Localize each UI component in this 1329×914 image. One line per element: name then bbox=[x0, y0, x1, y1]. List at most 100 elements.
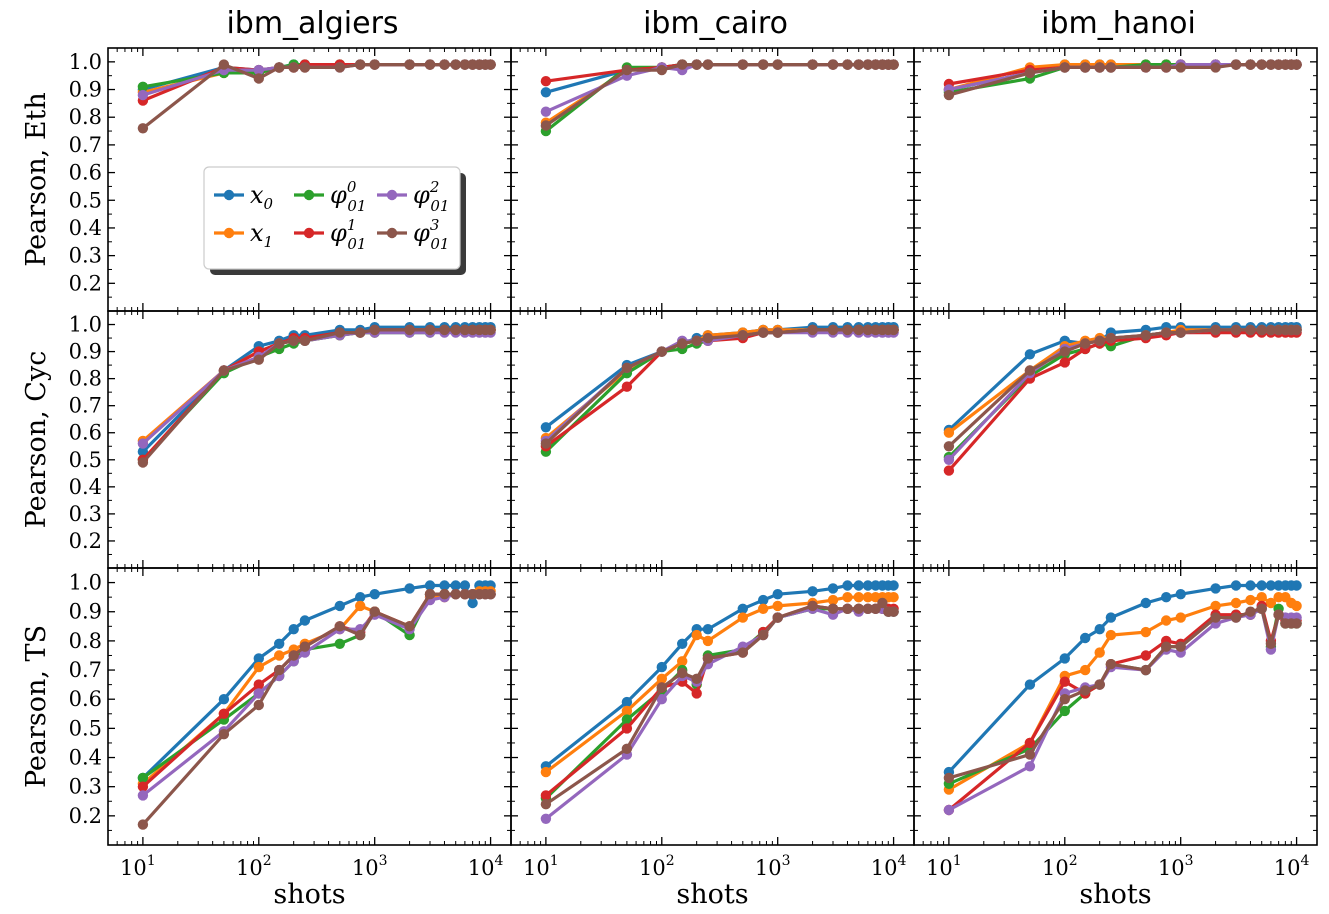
data-point bbox=[737, 647, 748, 658]
axis-ticks bbox=[107, 567, 511, 845]
data-point bbox=[691, 629, 702, 641]
data-point bbox=[758, 59, 769, 70]
legend-swatch-marker bbox=[386, 227, 398, 239]
data-point bbox=[853, 603, 864, 614]
series-group bbox=[540, 322, 899, 457]
data-point bbox=[656, 682, 667, 693]
y-tick-label: 0.2 bbox=[69, 271, 102, 295]
data-point bbox=[450, 580, 461, 591]
data-point bbox=[485, 589, 496, 600]
series-line-phi2 bbox=[142, 62, 491, 97]
data-point bbox=[827, 59, 839, 70]
data-point bbox=[1059, 357, 1071, 368]
x-tick-label: 103 bbox=[755, 853, 791, 880]
data-point bbox=[677, 656, 688, 667]
series-phi3 bbox=[137, 589, 496, 830]
data-point bbox=[862, 592, 874, 603]
series-line-x1 bbox=[141, 328, 491, 443]
data-point bbox=[842, 603, 853, 614]
data-point bbox=[1105, 659, 1117, 670]
data-point bbox=[877, 597, 888, 609]
panel-ts-ibm-hanoi: 101 102 103 104 bbox=[913, 567, 1318, 880]
panel-grid: 0.20.30.40.50.60.70.80.91.00.20.30.40.50… bbox=[69, 47, 1318, 880]
series-line-phi3 bbox=[948, 62, 1297, 97]
series-line-phi1 bbox=[142, 62, 491, 103]
series-group bbox=[540, 580, 899, 824]
data-point bbox=[1175, 641, 1186, 652]
y-tick-label: 0.9 bbox=[69, 340, 102, 364]
series-phi3 bbox=[137, 59, 496, 134]
data-point bbox=[1024, 365, 1036, 376]
legend-swatch-marker bbox=[303, 227, 315, 239]
data-point bbox=[1080, 62, 1091, 73]
data-point bbox=[253, 354, 264, 365]
x-tick-exp: 3 bbox=[1185, 853, 1194, 869]
y-tick-label: 0.8 bbox=[69, 629, 102, 653]
data-point bbox=[621, 705, 633, 717]
panel-cyc-ibm-algiers: 0.2 0.3 0.4 0.5 0.6 0.7 0.8 0.9 1.0 bbox=[69, 310, 512, 569]
panel-frame bbox=[510, 47, 915, 312]
legend-label-sub: 0 bbox=[264, 195, 274, 213]
legend-label: φ3 01 bbox=[413, 216, 449, 253]
x-tick-label: 104 bbox=[871, 853, 907, 880]
data-point bbox=[253, 661, 264, 673]
data-point bbox=[1059, 705, 1071, 717]
data-point bbox=[369, 606, 380, 617]
series-line-phi1 bbox=[141, 592, 491, 788]
data-point bbox=[137, 781, 149, 792]
legend-entry-x1: x1 bbox=[214, 219, 273, 251]
data-point bbox=[862, 580, 874, 591]
series-group bbox=[943, 59, 1302, 101]
data-point bbox=[943, 454, 955, 465]
data-point bbox=[1059, 676, 1071, 687]
data-point bbox=[1210, 324, 1221, 336]
x-tick-label: 102 bbox=[236, 853, 272, 880]
data-point bbox=[1291, 618, 1302, 629]
data-point bbox=[369, 324, 380, 336]
x-tick-label: 104 bbox=[468, 853, 504, 880]
legend-label-base: φ bbox=[330, 181, 347, 209]
data-point bbox=[621, 696, 633, 708]
data-point bbox=[862, 603, 874, 614]
data-point bbox=[1161, 592, 1172, 603]
series-line-x0 bbox=[141, 325, 491, 453]
data-point bbox=[334, 62, 345, 73]
series-line-x1 bbox=[544, 328, 894, 440]
data-point bbox=[334, 621, 345, 632]
y-tick-label: 0.6 bbox=[69, 421, 102, 445]
data-point bbox=[218, 694, 230, 705]
data-point bbox=[334, 638, 345, 649]
series-phi0 bbox=[540, 59, 899, 137]
data-point bbox=[467, 597, 478, 609]
data-point bbox=[702, 653, 714, 664]
x-tick-exp: 1 bbox=[147, 853, 156, 869]
data-point bbox=[299, 615, 311, 626]
data-point bbox=[137, 790, 149, 801]
x-tick-exp: 2 bbox=[263, 853, 272, 869]
x-tick-base: 10 bbox=[236, 856, 263, 880]
panel-frame bbox=[913, 567, 1318, 846]
x-tick-base: 10 bbox=[926, 856, 953, 880]
data-point bbox=[424, 324, 436, 336]
data-point bbox=[1140, 650, 1152, 661]
data-point bbox=[540, 87, 552, 98]
data-point bbox=[218, 729, 230, 740]
legend-label-base: φ bbox=[413, 219, 430, 247]
series-line-x0 bbox=[544, 325, 894, 429]
series-x0 bbox=[943, 580, 1302, 778]
data-point bbox=[1210, 600, 1221, 612]
y-tick-label: 1.0 bbox=[69, 571, 102, 595]
data-point bbox=[274, 338, 285, 349]
series-x1 bbox=[540, 592, 899, 778]
y-tick-label: 0.3 bbox=[69, 244, 102, 268]
data-point bbox=[621, 743, 633, 754]
data-point bbox=[540, 106, 552, 117]
data-point bbox=[1140, 330, 1152, 341]
data-point bbox=[1230, 324, 1242, 336]
data-point bbox=[772, 327, 783, 338]
x-tick-base: 10 bbox=[1042, 856, 1069, 880]
axis-ticks bbox=[510, 47, 914, 311]
data-point bbox=[1094, 62, 1105, 73]
y-tick-label: 0.9 bbox=[69, 600, 102, 624]
legend-label-sup: 3 bbox=[430, 216, 440, 234]
